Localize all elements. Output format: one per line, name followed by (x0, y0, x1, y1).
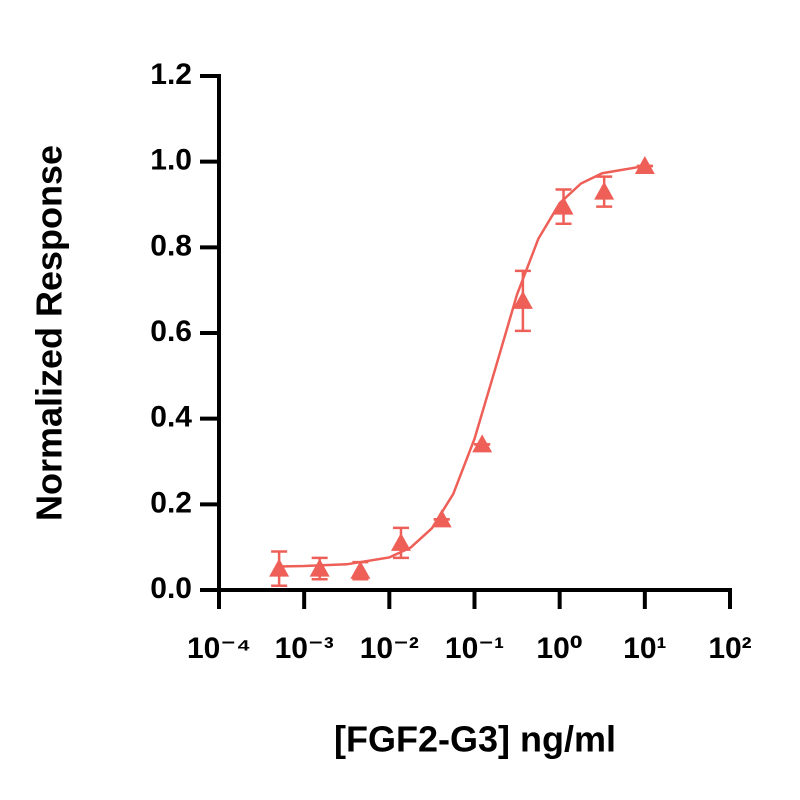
y-tick-label: 1.0 (150, 144, 192, 177)
data-point (431, 509, 452, 528)
data-point (594, 181, 615, 200)
y-axis-label: Normalized Response (29, 145, 70, 521)
y-tick-label: 0.0 (150, 572, 192, 605)
data-point (512, 290, 533, 309)
data-point (350, 560, 371, 579)
x-axis-label: [FGF2-G3] ng/ml (334, 719, 616, 760)
x-tick-label: 10⁻⁴ (187, 632, 251, 665)
x-tick-label: 10⁻¹ (445, 632, 504, 665)
y-tick-label: 1.2 (150, 58, 192, 91)
data-point (269, 558, 290, 577)
y-tick-label: 0.8 (150, 229, 192, 262)
x-tick-label: 10⁻² (360, 632, 419, 665)
data-point (553, 196, 574, 215)
x-tick-label: 10⁰ (536, 632, 583, 665)
y-tick-label: 0.2 (150, 486, 192, 519)
data-point (472, 434, 493, 453)
x-tick-label: 10² (708, 632, 751, 665)
x-tick-label: 10¹ (623, 632, 666, 665)
x-tick-label: 10⁻³ (275, 632, 334, 665)
data-point (309, 558, 330, 577)
y-tick-label: 0.4 (150, 401, 192, 434)
y-tick-label: 0.6 (150, 315, 192, 348)
fit-curve (278, 164, 646, 568)
data-point (390, 532, 411, 551)
data-point (634, 155, 655, 174)
